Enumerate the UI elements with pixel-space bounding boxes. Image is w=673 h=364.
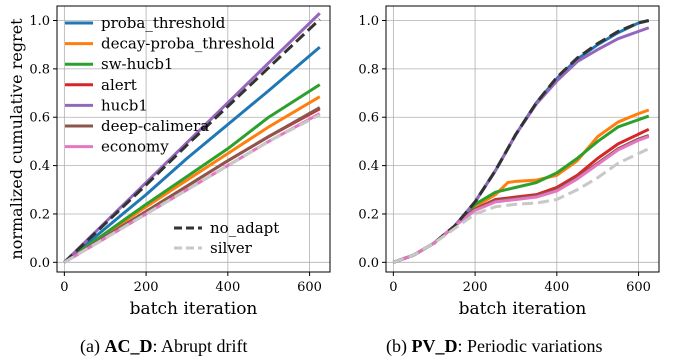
y-tick-label: 0.2 <box>29 207 50 222</box>
series-line-alert <box>392 127 650 264</box>
x-axis-label: batch iteration <box>130 299 258 319</box>
x-tick-label: 200 <box>134 280 159 295</box>
series-line-hucb1 <box>392 26 650 264</box>
y-tick-label: 0.6 <box>358 111 379 126</box>
series-line-silver <box>392 147 650 264</box>
y-tick-label: 0.4 <box>358 159 379 174</box>
plot-a: 0 200 400 600 0.0 0.2 0.4 0.6 0.8 1.0 batch iterat… <box>7 5 331 319</box>
y-tick-label: 0.0 <box>358 256 379 271</box>
y-tick-label: 1.0 <box>29 14 50 29</box>
y-tick-label: 0.0 <box>29 256 50 271</box>
caption-a-dataset: AC_D <box>104 336 153 356</box>
x-tick-label: 200 <box>463 280 488 295</box>
y-tick-label: 1.0 <box>358 14 379 29</box>
x-tick-label: 0 <box>60 280 68 295</box>
x-tick-label: 0 <box>389 280 397 295</box>
legend-label-deep-calimera: deep-calimera <box>101 117 209 135</box>
legend-label-decay-proba_threshold: decay-proba_threshold <box>101 35 275 53</box>
figure: 0 200 400 600 0.0 0.2 0.4 0.6 0.8 1.0 batch iterat… <box>7 5 660 319</box>
plot-b: 0 200 400 600 0.0 0.2 0.4 0.6 0.8 1.0 batch iterat… <box>358 5 660 319</box>
legend-label-hucb1: hucb1 <box>101 96 148 114</box>
x-axis-label: batch iteration <box>459 299 587 319</box>
y-tick-label: 0.8 <box>29 62 50 77</box>
legend-label-alert: alert <box>101 76 137 94</box>
plot-frame <box>56 5 331 273</box>
legend-main: proba_threshold decay-proba_threshold sw-h… <box>65 14 275 156</box>
x-tick-label: 400 <box>544 280 569 295</box>
x-tick-label: 600 <box>626 280 651 295</box>
caption-b-dataset: PV_D <box>411 336 458 356</box>
y-tick-label: 0.6 <box>29 111 50 126</box>
legend-label-no_adapt: no_adapt <box>210 219 279 237</box>
series-line-economy <box>63 112 321 264</box>
series-line-no_adapt <box>63 18 321 264</box>
series-line-proba_threshold <box>392 19 650 264</box>
legend-label-silver: silver <box>210 239 253 257</box>
y-tick-label: 0.8 <box>358 62 379 77</box>
caption-a: (a) AC_D: Abrupt drift <box>80 336 248 356</box>
series-line-no_adapt <box>392 19 650 264</box>
legend-label-proba_threshold: proba_threshold <box>101 14 226 32</box>
series-line-sw-hucb1 <box>63 83 321 264</box>
series-line-proba_threshold <box>63 45 321 264</box>
legend-label-economy: economy <box>101 138 169 156</box>
caption-b: (b) PV_D: Periodic variations <box>386 336 603 356</box>
series-line-sw-hucb1 <box>392 114 650 264</box>
y-tick-label: 0.4 <box>29 159 50 174</box>
legend-label-sw-hucb1: sw-hucb1 <box>101 55 173 73</box>
y-axis-label: normalized cumulative regret <box>7 18 26 260</box>
plot-frame <box>385 5 660 273</box>
x-tick-label: 600 <box>297 280 322 295</box>
y-tick-label: 0.2 <box>358 207 379 222</box>
x-tick-label: 400 <box>215 280 240 295</box>
